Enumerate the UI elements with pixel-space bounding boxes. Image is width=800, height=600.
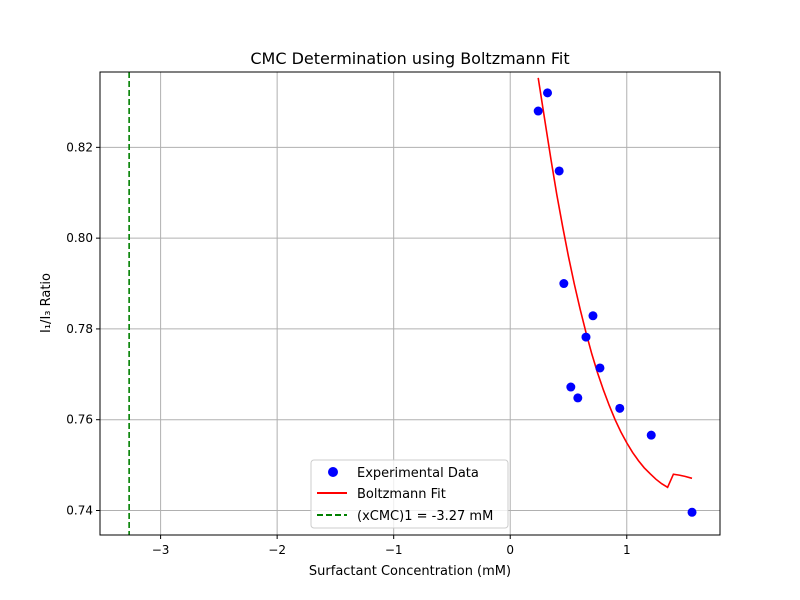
data-point <box>581 332 591 342</box>
x-axis-label: Surfactant Concentration (mM) <box>309 564 511 579</box>
y-tick-label: 0.76 <box>66 413 93 427</box>
fit-line-layer <box>537 77 693 489</box>
legend-marker-experimental <box>328 467 338 477</box>
data-point <box>646 430 656 440</box>
chart-title: CMC Determination using Boltzmann Fit <box>250 49 569 68</box>
legend-label-cmc: (xCMC)1 = -3.27 mM <box>357 509 493 524</box>
data-point <box>687 507 697 517</box>
y-tick-label: 0.78 <box>66 322 93 336</box>
legend-label-fit: Boltzmann Fit <box>357 487 446 502</box>
data-point <box>573 393 583 403</box>
x-tick-label: 1 <box>623 543 631 557</box>
data-point <box>595 363 605 373</box>
legend-box <box>310 459 509 529</box>
y-axis-label: I₁/I₃ Ratio <box>39 273 54 333</box>
plot-frame <box>99 71 721 536</box>
scatter-points <box>533 88 697 517</box>
x-axis-ticks: −3 −2 −1 0 1 <box>152 535 631 557</box>
x-tick-label: 0 <box>506 543 514 557</box>
data-point <box>554 166 564 176</box>
y-axis-ticks: 0.74 0.76 0.78 0.80 0.82 <box>66 140 100 517</box>
x-tick-label: −3 <box>152 543 170 557</box>
legend-label-experimental: Experimental Data <box>357 466 479 481</box>
y-tick-label: 0.80 <box>66 231 93 245</box>
data-point <box>533 106 543 116</box>
y-tick-label: 0.82 <box>66 140 93 154</box>
data-point <box>543 88 553 98</box>
data-point <box>559 279 569 289</box>
y-tick-label: 0.74 <box>66 503 93 517</box>
x-tick-label: −2 <box>268 543 286 557</box>
data-point <box>615 403 625 413</box>
legend: Experimental Data Boltzmann Fit (xCMC)1 … <box>310 459 509 529</box>
x-tick-label: −1 <box>385 543 403 557</box>
boltzmann-fit-line <box>537 77 693 489</box>
data-point <box>588 311 598 321</box>
data-point <box>566 382 576 392</box>
